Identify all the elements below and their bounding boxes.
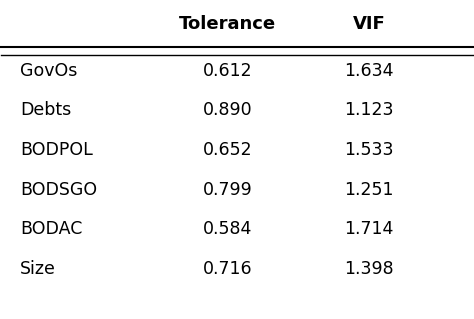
Text: 1.398: 1.398 [344, 260, 394, 278]
Text: 1.123: 1.123 [344, 101, 394, 120]
Text: 0.890: 0.890 [203, 101, 252, 120]
Text: 1.634: 1.634 [344, 62, 394, 80]
Text: BODAC: BODAC [20, 220, 82, 238]
Text: 0.584: 0.584 [203, 220, 252, 238]
Text: Tolerance: Tolerance [179, 15, 276, 33]
Text: VIF: VIF [353, 15, 385, 33]
Text: BODSGO: BODSGO [20, 181, 97, 198]
Text: GovOs: GovOs [20, 62, 78, 80]
Text: Size: Size [20, 260, 56, 278]
Text: 0.716: 0.716 [203, 260, 252, 278]
Text: 0.612: 0.612 [203, 62, 252, 80]
Text: 0.799: 0.799 [203, 181, 253, 198]
Text: 1.714: 1.714 [344, 220, 393, 238]
Text: 1.533: 1.533 [344, 141, 394, 159]
Text: 1.251: 1.251 [344, 181, 394, 198]
Text: BODPOL: BODPOL [20, 141, 93, 159]
Text: 0.652: 0.652 [203, 141, 252, 159]
Text: Debts: Debts [20, 101, 72, 120]
